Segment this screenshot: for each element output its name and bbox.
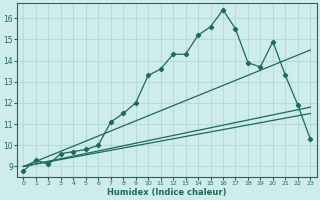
X-axis label: Humidex (Indice chaleur): Humidex (Indice chaleur) bbox=[107, 188, 227, 197]
